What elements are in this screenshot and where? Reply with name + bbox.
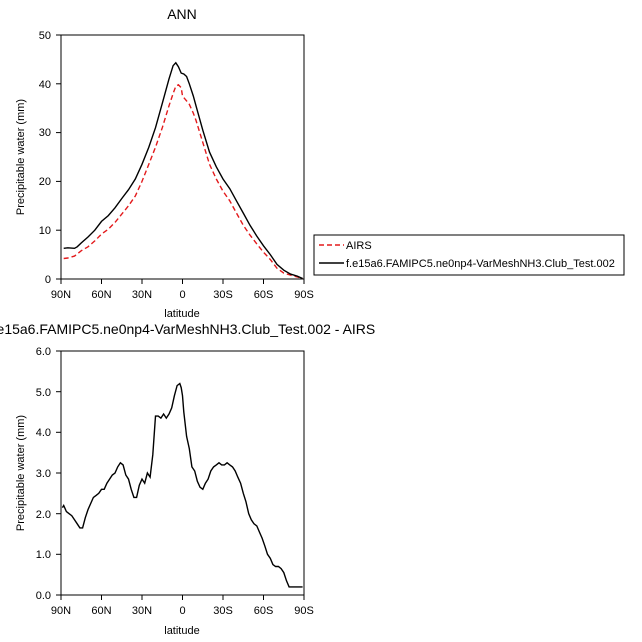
legend-box	[313, 234, 625, 276]
x-tick-label: 30N	[132, 289, 152, 301]
x-tick-label: 30N	[132, 605, 152, 617]
x-tick-label: 90S	[294, 289, 314, 301]
top-chart: ANN 90N 60N 30N 0 30S 60S 90S	[15, 6, 625, 320]
y-tick-label: 5.0	[36, 387, 51, 399]
legend-label-airs: AIRS	[346, 240, 372, 252]
series-line-model	[63, 61, 303, 280]
y-tick-label: 1.0	[36, 549, 51, 561]
bottom-chart-y-axis-label: Precipitable water (mm)	[15, 415, 27, 531]
x-tick-label: 60S	[254, 605, 274, 617]
x-tick-label: 30S	[213, 605, 233, 617]
x-tick-label: 90N	[51, 289, 71, 301]
series-line-airs	[63, 83, 303, 280]
top-chart-title: ANN	[167, 6, 197, 22]
top-chart-x-axis-label: latitude	[164, 308, 199, 320]
x-tick-label: 30S	[213, 289, 233, 301]
top-chart-x-ticks	[60, 279, 305, 284]
y-tick-label: 10	[39, 225, 51, 237]
y-tick-label: 2.0	[36, 509, 51, 521]
y-tick-label: 4.0	[36, 427, 51, 439]
bottom-chart-y-ticks	[56, 350, 61, 596]
x-tick-label: 90S	[294, 605, 314, 617]
x-tick-label: 0	[179, 289, 185, 301]
bottom-chart-x-axis-label: latitude	[164, 625, 199, 637]
bottom-chart-x-ticks	[60, 595, 305, 600]
bottom-chart-x-tick-labels: 90N 60N 30N 0 30S 60S 90S	[51, 605, 314, 617]
y-tick-label: 50	[39, 30, 51, 42]
y-tick-label: 30	[39, 127, 51, 139]
x-tick-label: 60N	[91, 289, 111, 301]
y-tick-label: 0.0	[36, 590, 51, 602]
top-chart-y-ticks	[56, 34, 61, 280]
x-tick-label: 60N	[91, 605, 111, 617]
top-chart-plot-frame	[60, 34, 305, 280]
top-chart-y-axis-label: Precipitable water (mm)	[15, 99, 27, 215]
top-chart-x-tick-labels: 90N 60N 30N 0 30S 60S 90S	[51, 289, 314, 301]
y-tick-label: 3.0	[36, 468, 51, 480]
y-tick-label: 6.0	[36, 346, 51, 358]
y-tick-label: 0	[45, 274, 51, 286]
bottom-chart-title: f.e15a6.FAMIPC5.ne0np4-VarMeshNH3.Club_T…	[0, 321, 375, 337]
y-tick-label: 20	[39, 176, 51, 188]
legend-label-model: f.e15a6.FAMIPC5.ne0np4-VarMeshNH3.Club_T…	[346, 258, 615, 270]
top-chart-y-tick-labels: 0 10 20 30 40 50	[39, 30, 51, 286]
bottom-chart-y-tick-labels: 0.0 1.0 2.0 3.0 4.0 5.0 6.0	[36, 346, 51, 602]
y-tick-label: 40	[39, 79, 51, 91]
x-tick-label: 60S	[254, 289, 274, 301]
bottom-chart-plot-frame	[60, 350, 305, 596]
series-line-difference	[61, 382, 303, 588]
x-tick-label: 0	[179, 605, 185, 617]
bottom-chart: f.e15a6.FAMIPC5.ne0np4-VarMeshNH3.Club_T…	[0, 321, 375, 637]
x-tick-label: 90N	[51, 605, 71, 617]
top-chart-legend: AIRS f.e15a6.FAMIPC5.ne0np4-VarMeshNH3.C…	[313, 234, 625, 276]
